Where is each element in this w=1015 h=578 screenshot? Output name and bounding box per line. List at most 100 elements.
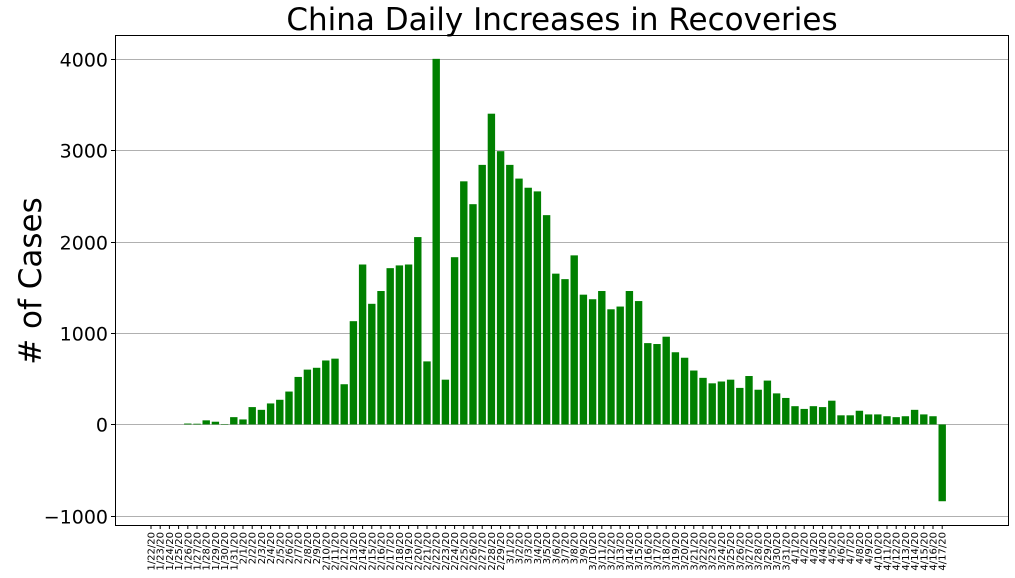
x-tick-label: 1/24/20 — [165, 532, 176, 571]
bar — [772, 393, 781, 425]
bar — [883, 416, 891, 425]
y-axis-label: # of Cases — [13, 197, 49, 365]
bar — [542, 215, 551, 425]
x-tick-label: 3/10/20 — [588, 532, 599, 571]
x-tick-label: 3/14/20 — [625, 532, 636, 571]
bar — [257, 409, 266, 425]
bar — [524, 187, 532, 425]
bar — [469, 204, 477, 425]
x-tick-label: 2/1/20 — [239, 532, 250, 564]
bar — [506, 164, 514, 425]
x-tick-label: 4/17/20 — [938, 532, 949, 571]
bar — [588, 299, 597, 425]
bar — [266, 403, 275, 425]
x-tick-label: 4/2/20 — [800, 532, 811, 564]
bar — [496, 151, 505, 425]
bar — [837, 415, 845, 425]
x-tick-label: 4/7/20 — [846, 532, 857, 564]
x-tick-label: 3/20/20 — [680, 532, 691, 571]
x-tick-label: 2/26/20 — [469, 532, 480, 571]
x-tick-label: 4/9/20 — [864, 532, 875, 564]
bar — [450, 257, 459, 425]
bar — [864, 414, 873, 425]
bar — [809, 406, 818, 425]
y-tick-label: 1000 — [60, 324, 108, 346]
x-tick-label: 2/29/20 — [496, 532, 507, 571]
bar — [745, 376, 753, 425]
bar — [938, 424, 946, 502]
bar — [377, 291, 385, 425]
x-tick-label: 2/14/20 — [358, 532, 369, 571]
bar — [414, 237, 422, 425]
x-tick-label: 3/24/20 — [717, 532, 728, 571]
x-tick-label: 2/22/20 — [432, 532, 443, 571]
x-tick-label: 2/5/20 — [275, 532, 286, 564]
x-tick-label: 2/27/20 — [478, 532, 489, 571]
x-tick-label: 4/4/20 — [818, 532, 829, 564]
bar — [625, 291, 634, 425]
x-tick-label: 2/18/20 — [395, 532, 406, 571]
x-tick-label: 3/25/20 — [726, 532, 737, 571]
bar — [432, 58, 440, 425]
y-tick-label: 3000 — [60, 141, 108, 163]
x-tick-label: 3/2/20 — [515, 532, 526, 564]
bar — [680, 357, 689, 425]
x-tick-label: 2/12/20 — [340, 532, 351, 571]
bar — [552, 273, 560, 425]
y-tick-label: 0 — [96, 415, 108, 437]
bar — [368, 303, 376, 425]
x-tick-label: 2/19/20 — [404, 532, 415, 571]
x-tick-label: 3/8/20 — [570, 532, 581, 564]
x-tick-label: 2/10/20 — [321, 532, 332, 571]
bar — [184, 423, 192, 425]
x-tick-label: 2/15/20 — [367, 532, 378, 571]
bars — [184, 58, 946, 502]
x-tick-label: 2/7/20 — [294, 532, 305, 564]
bar — [598, 291, 606, 425]
y-tick-label: −1000 — [44, 507, 108, 529]
bar — [726, 379, 735, 425]
x-tick-label: 1/28/20 — [202, 532, 213, 571]
x-tick-label: 2/24/20 — [450, 532, 461, 571]
x-tick-label: 3/1/20 — [505, 532, 516, 564]
x-tick-label: 3/13/20 — [616, 532, 627, 571]
bar — [846, 415, 854, 425]
x-tick-label: 3/30/20 — [772, 532, 783, 571]
bar — [561, 279, 569, 425]
bar — [395, 265, 404, 425]
bar — [708, 383, 716, 425]
bar — [855, 410, 864, 425]
x-tick-label: 3/6/20 — [551, 532, 562, 564]
x-tick-label: 4/11/20 — [883, 532, 894, 571]
x-tick-label: 4/13/20 — [901, 532, 912, 571]
bar — [607, 309, 615, 425]
bar — [644, 343, 652, 425]
bar — [239, 419, 247, 425]
bar — [910, 409, 919, 425]
bar — [874, 414, 882, 425]
bar — [570, 255, 578, 425]
x-tick-label: 2/13/20 — [349, 532, 360, 571]
bar — [818, 407, 827, 425]
y-axis-ticks: −1000 0 1000 2000 3000 4000 — [44, 50, 116, 529]
x-tick-label: 3/17/20 — [653, 532, 664, 571]
bar — [515, 178, 523, 425]
x-tick-label: 2/17/20 — [386, 532, 397, 571]
bar — [202, 420, 210, 425]
x-tick-label: 4/1/20 — [791, 532, 802, 564]
bar — [312, 367, 321, 425]
x-tick-label: 1/31/20 — [229, 532, 240, 571]
bar — [340, 384, 348, 425]
bar — [671, 352, 680, 425]
bar — [294, 376, 302, 425]
bar — [303, 369, 312, 425]
x-tick-label: 3/15/20 — [634, 532, 645, 571]
bar — [349, 321, 358, 425]
bar — [211, 421, 220, 425]
bar — [386, 268, 394, 425]
x-tick-label: 1/30/20 — [220, 532, 231, 571]
bar — [487, 113, 496, 425]
bar — [248, 407, 256, 425]
bar — [460, 181, 468, 425]
